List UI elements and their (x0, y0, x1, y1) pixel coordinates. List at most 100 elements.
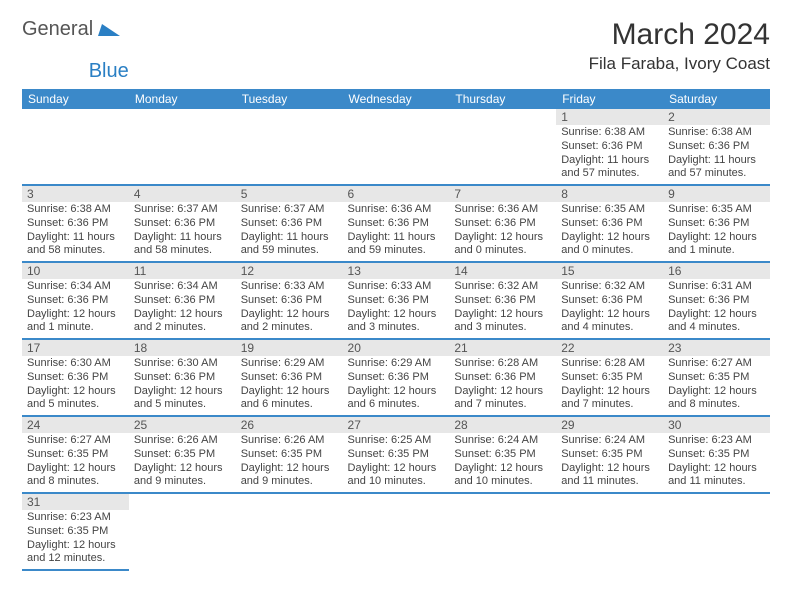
calendar-empty-cell (343, 493, 450, 570)
day-details: Sunrise: 6:34 AMSunset: 6:36 PMDaylight:… (22, 279, 129, 338)
day-details: Sunrise: 6:36 AMSunset: 6:36 PMDaylight:… (343, 202, 450, 261)
day-number: 2 (663, 109, 770, 125)
day-detail-line (348, 511, 445, 525)
day-detail-line: and 59 minutes. (241, 244, 338, 258)
day-detail-line: Sunset: 6:35 PM (27, 525, 124, 539)
day-details: Sunrise: 6:27 AMSunset: 6:35 PMDaylight:… (663, 356, 770, 415)
calendar-day-cell: 5Sunrise: 6:37 AMSunset: 6:36 PMDaylight… (236, 185, 343, 262)
day-number: 17 (22, 340, 129, 356)
day-number: 4 (129, 186, 236, 202)
day-details: Sunrise: 6:38 AMSunset: 6:36 PMDaylight:… (663, 125, 770, 184)
day-detail-line (454, 154, 551, 168)
calendar-day-cell: 3Sunrise: 6:38 AMSunset: 6:36 PMDaylight… (22, 185, 129, 262)
day-number: 21 (449, 340, 556, 356)
day-details (343, 125, 450, 184)
day-detail-line: Daylight: 12 hours (561, 385, 658, 399)
day-detail-line (348, 154, 445, 168)
day-detail-line: Daylight: 11 hours (561, 154, 658, 168)
day-detail-line: Sunrise: 6:33 AM (241, 280, 338, 294)
calendar-empty-cell (22, 109, 129, 185)
day-number: 31 (22, 494, 129, 510)
day-details: Sunrise: 6:27 AMSunset: 6:35 PMDaylight:… (22, 433, 129, 492)
calendar-body: 1Sunrise: 6:38 AMSunset: 6:36 PMDaylight… (22, 109, 770, 570)
day-number: 7 (449, 186, 556, 202)
day-number: 14 (449, 263, 556, 279)
day-details: Sunrise: 6:26 AMSunset: 6:35 PMDaylight:… (129, 433, 236, 492)
day-detail-line (348, 539, 445, 553)
calendar-empty-cell (236, 493, 343, 570)
day-detail-line: Sunset: 6:35 PM (668, 448, 765, 462)
day-detail-line (134, 167, 231, 181)
calendar-day-cell: 21Sunrise: 6:28 AMSunset: 6:36 PMDayligh… (449, 339, 556, 416)
day-detail-line: Sunrise: 6:38 AM (27, 203, 124, 217)
day-of-week-header: Thursday (449, 89, 556, 109)
day-detail-line: and 3 minutes. (348, 321, 445, 335)
day-detail-line: Sunrise: 6:35 AM (561, 203, 658, 217)
day-detail-line (134, 511, 231, 525)
calendar-empty-cell (129, 109, 236, 185)
day-detail-line: Sunset: 6:36 PM (241, 371, 338, 385)
calendar-day-cell: 20Sunrise: 6:29 AMSunset: 6:36 PMDayligh… (343, 339, 450, 416)
day-detail-line: and 0 minutes. (454, 244, 551, 258)
calendar-day-cell: 8Sunrise: 6:35 AMSunset: 6:36 PMDaylight… (556, 185, 663, 262)
day-of-week-header: Saturday (663, 89, 770, 109)
day-details (556, 510, 663, 569)
calendar-day-cell: 27Sunrise: 6:25 AMSunset: 6:35 PMDayligh… (343, 416, 450, 493)
day-detail-line: and 7 minutes. (454, 398, 551, 412)
day-number: 12 (236, 263, 343, 279)
calendar-empty-cell (236, 109, 343, 185)
day-details: Sunrise: 6:35 AMSunset: 6:36 PMDaylight:… (556, 202, 663, 261)
day-details: Sunrise: 6:26 AMSunset: 6:35 PMDaylight:… (236, 433, 343, 492)
day-detail-line (454, 140, 551, 154)
day-of-week-header: Monday (129, 89, 236, 109)
day-detail-line (454, 525, 551, 539)
calendar-day-cell: 31Sunrise: 6:23 AMSunset: 6:35 PMDayligh… (22, 493, 129, 570)
day-detail-line (454, 539, 551, 553)
calendar-day-cell: 6Sunrise: 6:36 AMSunset: 6:36 PMDaylight… (343, 185, 450, 262)
day-details: Sunrise: 6:24 AMSunset: 6:35 PMDaylight:… (449, 433, 556, 492)
day-details (236, 125, 343, 184)
day-detail-line: Sunset: 6:35 PM (134, 448, 231, 462)
calendar-day-cell: 25Sunrise: 6:26 AMSunset: 6:35 PMDayligh… (129, 416, 236, 493)
day-detail-line: Daylight: 12 hours (27, 385, 124, 399)
day-detail-line: Sunrise: 6:35 AM (668, 203, 765, 217)
calendar-day-cell: 14Sunrise: 6:32 AMSunset: 6:36 PMDayligh… (449, 262, 556, 339)
calendar-day-cell: 7Sunrise: 6:36 AMSunset: 6:36 PMDaylight… (449, 185, 556, 262)
day-detail-line: Sunrise: 6:29 AM (241, 357, 338, 371)
day-detail-line: Sunset: 6:36 PM (561, 217, 658, 231)
calendar-day-cell: 10Sunrise: 6:34 AMSunset: 6:36 PMDayligh… (22, 262, 129, 339)
calendar-empty-cell (129, 493, 236, 570)
day-detail-line: and 9 minutes. (241, 475, 338, 489)
day-detail-line: Sunset: 6:36 PM (348, 294, 445, 308)
day-detail-line: Sunset: 6:36 PM (348, 371, 445, 385)
day-detail-line: Sunrise: 6:32 AM (454, 280, 551, 294)
day-detail-line: Daylight: 12 hours (134, 308, 231, 322)
day-detail-line: Daylight: 11 hours (27, 231, 124, 245)
day-detail-line: Sunset: 6:36 PM (241, 217, 338, 231)
day-detail-line: Daylight: 12 hours (561, 462, 658, 476)
day-detail-line: Sunset: 6:35 PM (561, 371, 658, 385)
day-of-week-header: Wednesday (343, 89, 450, 109)
day-detail-line: Daylight: 12 hours (454, 231, 551, 245)
day-detail-line: and 5 minutes. (27, 398, 124, 412)
calendar-day-cell: 11Sunrise: 6:34 AMSunset: 6:36 PMDayligh… (129, 262, 236, 339)
day-detail-line: and 10 minutes. (348, 475, 445, 489)
day-detail-line: and 8 minutes. (27, 475, 124, 489)
day-detail-line (27, 140, 124, 154)
calendar-day-cell: 4Sunrise: 6:37 AMSunset: 6:36 PMDaylight… (129, 185, 236, 262)
day-number (343, 109, 450, 125)
calendar-day-cell: 12Sunrise: 6:33 AMSunset: 6:36 PMDayligh… (236, 262, 343, 339)
day-detail-line: and 4 minutes. (561, 321, 658, 335)
day-detail-line: Sunrise: 6:23 AM (668, 434, 765, 448)
calendar-day-cell: 13Sunrise: 6:33 AMSunset: 6:36 PMDayligh… (343, 262, 450, 339)
day-detail-line (454, 126, 551, 140)
calendar-week-row: 31Sunrise: 6:23 AMSunset: 6:35 PMDayligh… (22, 493, 770, 570)
day-detail-line: and 57 minutes. (668, 167, 765, 181)
day-detail-line: Sunset: 6:36 PM (348, 217, 445, 231)
day-details (129, 125, 236, 184)
day-number: 26 (236, 417, 343, 433)
day-number: 8 (556, 186, 663, 202)
calendar-week-row: 10Sunrise: 6:34 AMSunset: 6:36 PMDayligh… (22, 262, 770, 339)
day-detail-line (668, 539, 765, 553)
day-details: Sunrise: 6:37 AMSunset: 6:36 PMDaylight:… (129, 202, 236, 261)
